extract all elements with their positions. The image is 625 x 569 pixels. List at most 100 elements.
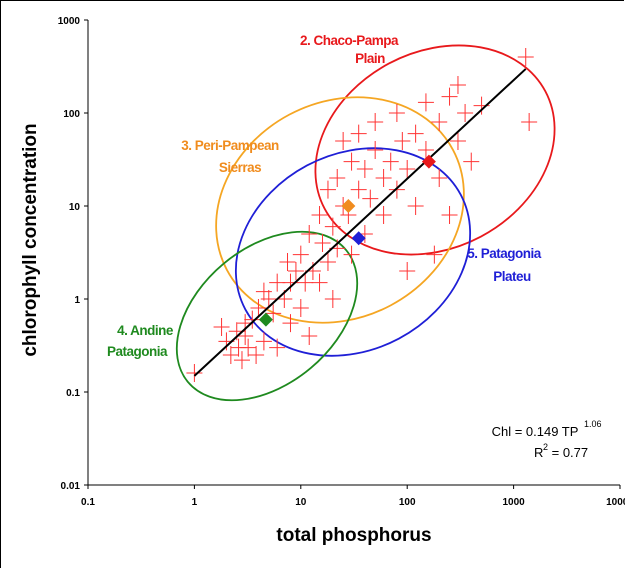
data-point bbox=[407, 197, 424, 215]
data-point bbox=[292, 245, 309, 264]
x-tick-label: 0.1 bbox=[81, 497, 95, 508]
data-point bbox=[314, 234, 331, 253]
r2-prefix: R bbox=[534, 445, 543, 460]
data-point bbox=[244, 310, 261, 329]
y-tick-label: 1 bbox=[74, 295, 80, 306]
data-point bbox=[350, 124, 367, 143]
data-point bbox=[311, 273, 328, 292]
data-point bbox=[279, 252, 296, 271]
data-point bbox=[517, 48, 534, 67]
data-point bbox=[319, 180, 336, 199]
data-point bbox=[297, 273, 314, 292]
y-tick-label: 0.01 bbox=[61, 481, 81, 492]
data-point bbox=[233, 351, 250, 370]
ellipse-patagonia-plateu bbox=[234, 147, 472, 357]
data-point bbox=[426, 245, 443, 264]
data-point bbox=[287, 262, 304, 281]
data-point bbox=[269, 338, 286, 357]
data-point bbox=[457, 104, 474, 122]
data-point bbox=[431, 113, 448, 132]
label-andine-patagonia-1: 4. Andine bbox=[117, 323, 174, 338]
data-point bbox=[260, 290, 277, 308]
data-point bbox=[399, 262, 416, 281]
data-point bbox=[394, 131, 411, 150]
group-mean-marker bbox=[351, 231, 366, 246]
x-tick-label: 1000 bbox=[502, 497, 525, 508]
data-point bbox=[319, 252, 336, 271]
data-point bbox=[240, 338, 257, 357]
y-tick-label: 100 bbox=[63, 109, 80, 120]
data-point bbox=[388, 104, 405, 122]
data-point bbox=[362, 189, 379, 208]
data-point bbox=[463, 152, 480, 171]
data-point bbox=[441, 206, 458, 225]
x-tick-label: 100 bbox=[399, 497, 416, 508]
data-point bbox=[265, 304, 282, 323]
y-tick-label: 10 bbox=[69, 202, 81, 213]
data-point bbox=[449, 131, 466, 150]
group-means bbox=[258, 154, 436, 327]
data-point bbox=[213, 317, 230, 336]
data-point bbox=[222, 345, 239, 364]
data-point bbox=[417, 93, 434, 112]
group-mean-marker bbox=[341, 199, 356, 213]
label-patagonia-plateu-2: Plateu bbox=[493, 269, 531, 284]
data-point bbox=[255, 332, 272, 351]
data-point bbox=[521, 113, 538, 132]
y-axis-title: chlorophyll concentration bbox=[20, 123, 41, 357]
data-point bbox=[324, 217, 341, 236]
y-tick-label: 1000 bbox=[58, 16, 81, 27]
r2-label: R bbox=[534, 445, 543, 460]
label-chaco-pampa-2: Plain bbox=[355, 51, 385, 66]
data-point bbox=[335, 131, 352, 150]
data-point bbox=[375, 169, 392, 188]
data-point bbox=[367, 141, 384, 160]
data-point bbox=[441, 87, 458, 106]
ellipse-peri-pampean bbox=[215, 96, 465, 324]
equation-label: Chl = 0.149 TP bbox=[492, 424, 579, 439]
r2-value: = 0.77 bbox=[548, 445, 588, 460]
data-point bbox=[301, 327, 318, 346]
y-tick-label: 0.1 bbox=[66, 388, 80, 399]
equation-prefix: Chl = 0.149 TP bbox=[492, 424, 579, 439]
data-point bbox=[311, 206, 328, 225]
data-point bbox=[301, 224, 318, 243]
data-point bbox=[343, 152, 360, 171]
x-axis-title: total phosphorus bbox=[276, 525, 432, 546]
data-point bbox=[375, 206, 392, 225]
label-peri-pampean-1: 3. Peri-Pampean bbox=[181, 138, 279, 153]
label-patagonia-plateu-1: 5. Patagonia bbox=[467, 246, 542, 261]
data-point bbox=[382, 152, 399, 171]
data-point bbox=[250, 299, 267, 318]
label-peri-pampean-2: Sierras bbox=[219, 160, 261, 175]
data-point bbox=[367, 113, 384, 132]
data-point bbox=[350, 180, 367, 199]
label-chaco-pampa-1: 2. Chaco-Pampa bbox=[300, 33, 399, 48]
label-andine-patagonia-2: Patagonia bbox=[107, 344, 168, 359]
group-mean-marker bbox=[258, 312, 273, 327]
data-point bbox=[407, 124, 424, 143]
data-point bbox=[329, 169, 346, 188]
data-point bbox=[324, 290, 341, 308]
data-point bbox=[282, 314, 299, 333]
data-point bbox=[449, 76, 466, 95]
x-tick-label: 10 bbox=[295, 497, 307, 508]
data-point bbox=[417, 141, 434, 160]
ellipse-andine-patagonia bbox=[175, 230, 359, 402]
data-point bbox=[399, 159, 416, 178]
data-point bbox=[255, 282, 272, 301]
data-point bbox=[431, 169, 448, 188]
equation-exponent: 1.06 bbox=[584, 419, 602, 429]
data-point bbox=[343, 245, 360, 264]
data-points bbox=[186, 48, 538, 383]
data-point bbox=[186, 364, 203, 383]
group-mean-marker bbox=[421, 154, 436, 169]
data-point bbox=[292, 299, 309, 318]
regression-line bbox=[193, 68, 527, 377]
group-ellipses bbox=[175, 44, 556, 402]
ellipse-chaco-pampa bbox=[314, 44, 556, 256]
